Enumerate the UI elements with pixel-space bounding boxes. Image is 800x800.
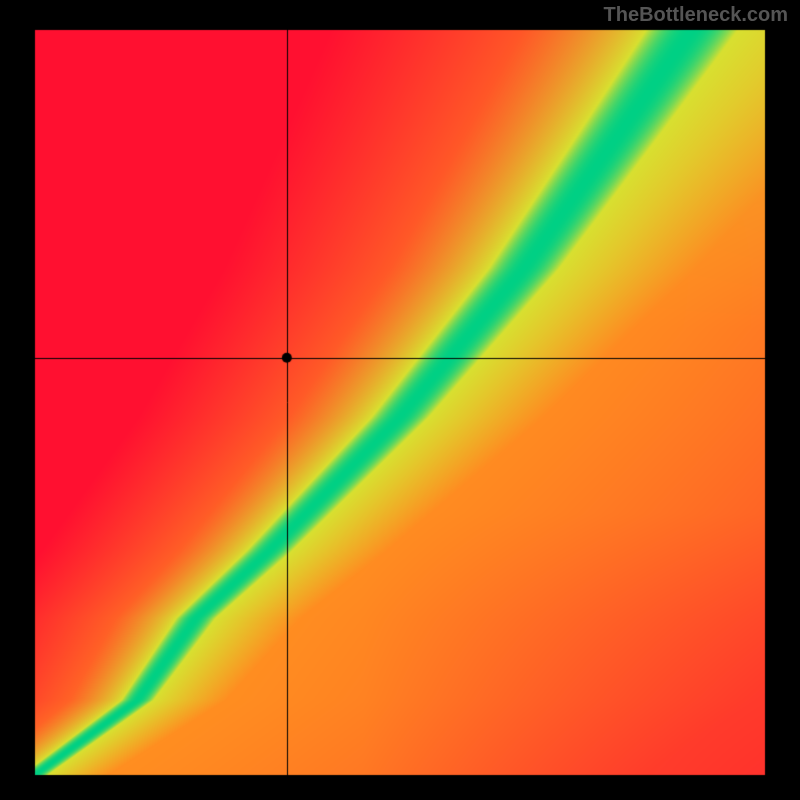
heatmap-canvas <box>0 0 800 800</box>
watermark-text: TheBottleneck.com <box>604 4 788 27</box>
chart-container: TheBottleneck.com <box>0 0 800 800</box>
